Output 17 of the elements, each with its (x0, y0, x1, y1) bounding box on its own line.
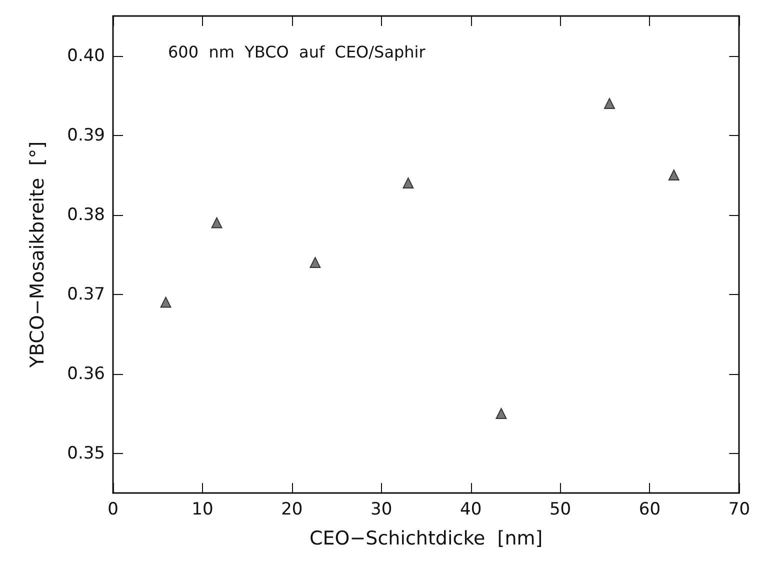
x-tick-label: 40 (460, 500, 482, 520)
annotation: 600 nm YBCO auf CEO/Saphir (168, 42, 426, 62)
y-tick-label: 0.37 (67, 284, 105, 304)
x-tick-label: 70 (728, 500, 750, 520)
x-tick-label: 50 (549, 500, 572, 520)
x-tick-label: 0 (108, 500, 118, 520)
x-tick-label: 60 (638, 500, 661, 520)
y-tick-label: 0.39 (67, 125, 105, 146)
y-axis-title: YBCO−Mosaikbreite [°] (26, 141, 48, 369)
y-tick-label: 0.38 (67, 204, 105, 225)
x-axis-title: CEO−Schichtdicke [nm] (310, 528, 543, 550)
y-tick-label: 0.36 (67, 364, 105, 384)
x-tick-label: 30 (370, 500, 392, 520)
x-tick-label: 20 (281, 500, 303, 520)
y-tick-label: 0.40 (67, 46, 105, 66)
x-tick-label: 10 (192, 500, 214, 520)
y-tick-label: 0.35 (67, 443, 105, 464)
